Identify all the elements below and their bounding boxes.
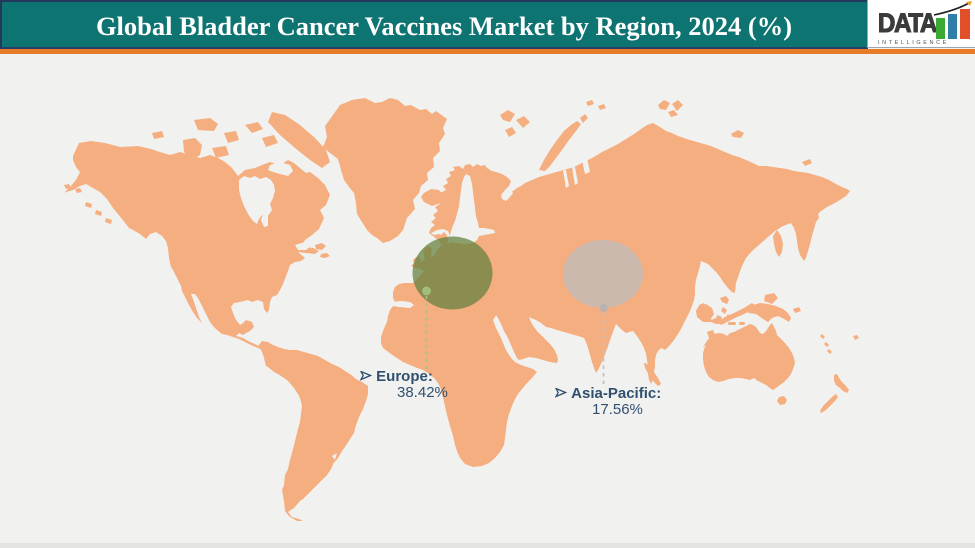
svg-text:INTELLIGENCE: INTELLIGENCE [878, 40, 949, 46]
svg-text:DATA: DATA [878, 9, 937, 38]
